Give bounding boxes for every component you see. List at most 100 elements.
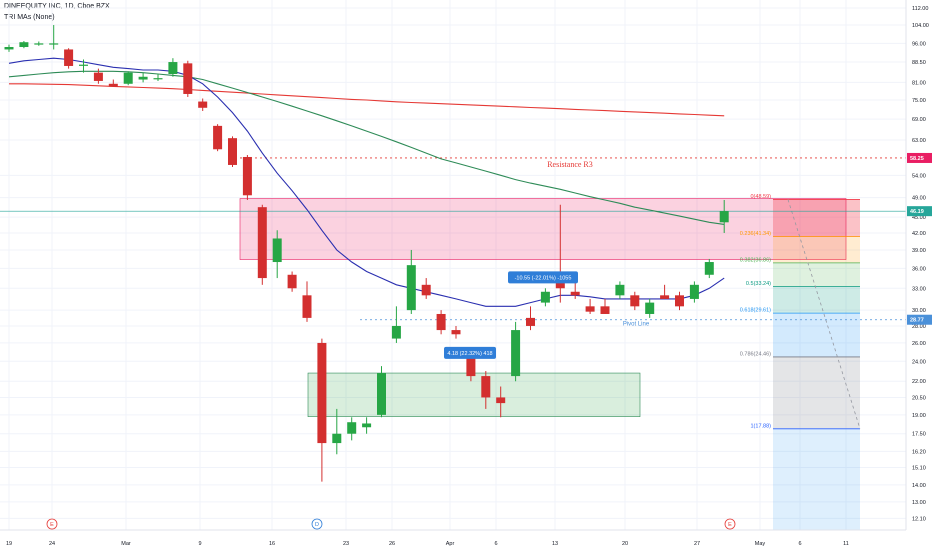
fib-trend-line[interactable] [787,199,861,429]
candle[interactable] [526,306,535,331]
candle-body [570,291,580,296]
candle[interactable] [645,298,655,318]
demand-zone[interactable] [307,372,641,417]
candle[interactable] [585,298,595,314]
candle-body [19,42,29,48]
event-marker[interactable]: E [46,518,58,530]
event-marker-label: E [50,522,54,528]
time-axis-label: Mar [121,541,131,547]
candle[interactable] [242,155,252,200]
candle[interactable] [213,124,223,152]
candle[interactable] [660,284,670,299]
price-axis-tick: 15.10 [912,466,926,472]
candle[interactable] [64,48,74,69]
chart-symbol-title[interactable]: DINEEQUITY INC, 1D, Cboe BZX [4,3,110,10]
candle[interactable] [168,58,178,77]
candle[interactable] [228,136,237,167]
pivot-price-tag[interactable]: 28.77 [907,314,932,325]
candle[interactable] [615,281,625,299]
indicator-legend[interactable]: TRI MAs (None) [4,14,55,21]
candle[interactable] [540,288,550,307]
measure-up-bubble[interactable]: 4.18 (22.32%) 418 [444,346,496,359]
supply-zone[interactable] [239,198,847,260]
price-axis[interactable]: 112.00 104.00 96.00 88.50 81.00 75.00 69.00 63.… [907,6,932,522]
price-axis-tick: 28.00 [912,324,926,330]
fib-zone [773,262,860,287]
candle[interactable] [675,291,684,311]
fib-level-label: 0.382(36.86) [740,257,771,263]
candle[interactable] [570,281,580,299]
ma-fast-line[interactable] [8,57,725,307]
current-price-tag-text: 46.19 [910,209,924,215]
candle[interactable] [317,338,327,482]
price-axis-tick: 14.00 [912,483,926,489]
candle[interactable] [272,230,282,279]
candle[interactable] [138,72,148,83]
candle[interactable] [481,371,491,409]
time-axis-label: 11 [843,541,849,547]
candle[interactable] [600,298,610,314]
candle[interactable] [511,321,521,382]
resistance-price-tag[interactable]: 58.25 [907,152,932,163]
ma-slow-line[interactable] [9,83,725,117]
event-marker-label: D [315,522,319,528]
time-axis[interactable]: 19 24 Mar 9 16 23 26 Apr 6 13 20 27 May 6 11 [6,541,849,547]
candle[interactable] [347,417,357,441]
measure-down-bubble[interactable]: -10.55 (-22.01%) -1055 [508,271,578,284]
candle[interactable] [198,98,208,111]
candle[interactable] [123,71,133,86]
event-marker[interactable]: D [311,518,323,530]
candle[interactable] [257,204,267,285]
candle-body [228,138,237,165]
time-axis-label: Apr [446,541,455,547]
candle[interactable] [362,417,372,434]
current-price-tag[interactable]: 46.19 [907,206,932,217]
plot-area[interactable]: 0(48.59) 0.236(41.34) 0.382(36.86) 0.5(33.2… [0,0,906,530]
candle-body [347,422,357,434]
candle[interactable] [719,199,729,233]
candle-body [108,83,118,87]
fib-level-label: 0(48.59) [751,194,772,200]
candle[interactable] [630,291,640,311]
price-axis-tick: 42.00 [912,231,926,237]
candle[interactable] [406,249,416,314]
candle[interactable] [108,79,118,87]
candle-body [645,302,655,314]
candle[interactable] [34,41,44,46]
candle[interactable] [287,271,297,292]
fib-zone [773,356,860,429]
candle[interactable] [436,310,446,335]
candle[interactable] [689,281,699,303]
overlay-layer: -10.55 (-22.01%) -1055 4.18 (22.32%) 418 E… [46,271,736,530]
candle-body [377,373,386,415]
candle[interactable] [496,386,506,418]
event-marker[interactable]: E [724,518,736,530]
pivot-price-tag-text: 28.77 [910,318,924,324]
candle[interactable] [332,408,342,455]
candle[interactable] [451,325,461,339]
price-axis-tick: 81.00 [912,80,926,86]
candle[interactable] [153,74,163,81]
price-axis-tick: 96.00 [912,41,926,47]
candle[interactable] [421,278,431,299]
candle-body [123,72,133,84]
candle-body [660,295,670,299]
candle-body [213,125,223,150]
candle-body [34,43,44,45]
candle[interactable] [93,68,103,84]
candle[interactable] [183,60,193,97]
candle[interactable] [704,258,714,279]
candle-body [362,423,372,428]
time-axis-label: 26 [389,541,395,547]
candle[interactable] [302,281,312,322]
candle[interactable] [377,366,386,418]
event-marker-label: E [728,522,732,528]
candle-body [138,76,148,80]
event-marker-circle [311,518,323,530]
candle[interactable] [4,44,14,52]
candle[interactable] [49,25,59,50]
candle[interactable] [79,59,88,73]
candle[interactable] [391,306,401,343]
candle[interactable] [19,41,29,49]
